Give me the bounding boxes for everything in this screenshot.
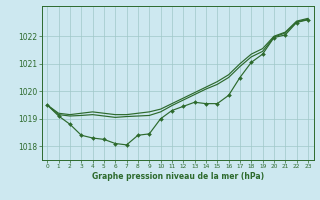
X-axis label: Graphe pression niveau de la mer (hPa): Graphe pression niveau de la mer (hPa) <box>92 172 264 181</box>
